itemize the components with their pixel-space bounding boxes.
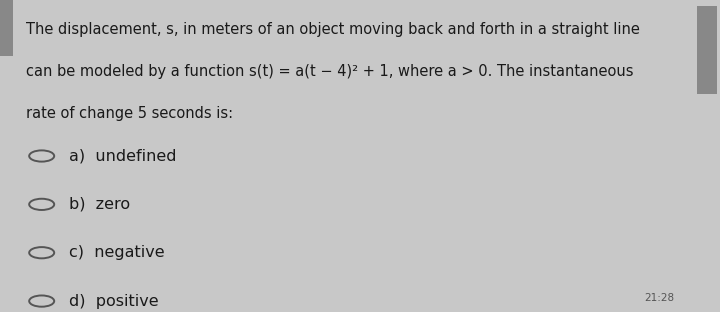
Text: b)  zero: b) zero [69,197,130,212]
Text: 21:28: 21:28 [644,293,674,303]
Text: can be modeled by a function s(t) = a(t − 4)² + 1, where a > 0. The instantaneou: can be modeled by a function s(t) = a(t … [27,64,634,79]
Text: The displacement, s, in meters of an object moving back and forth in a straight : The displacement, s, in meters of an obj… [27,22,640,37]
Text: a)  undefined: a) undefined [69,149,177,163]
Bar [0,0,12,56]
Text: d)  positive: d) positive [69,294,159,309]
Bar [697,6,717,94]
Text: c)  negative: c) negative [69,245,165,260]
Text: rate of change 5 seconds is:: rate of change 5 seconds is: [27,106,233,121]
